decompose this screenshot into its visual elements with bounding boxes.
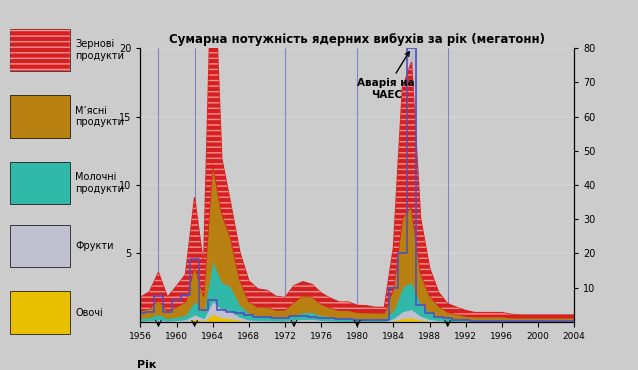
Title: Сумарна потужність ядерних вибухів за рік (мегатонн): Сумарна потужність ядерних вибухів за рі…	[169, 33, 545, 46]
Text: М’ясні
продукти: М’ясні продукти	[75, 106, 124, 127]
Text: Молочні
продукти: Молочні продукти	[75, 172, 124, 194]
Text: Овочі: Овочі	[75, 307, 103, 318]
Text: Аварія на
ЧАЕС: Аварія на ЧАЕС	[357, 52, 415, 100]
Text: Рік: Рік	[137, 360, 156, 370]
Text: Фрукти: Фрукти	[75, 241, 114, 251]
Text: Зернові
продукти: Зернові продукти	[75, 39, 124, 61]
